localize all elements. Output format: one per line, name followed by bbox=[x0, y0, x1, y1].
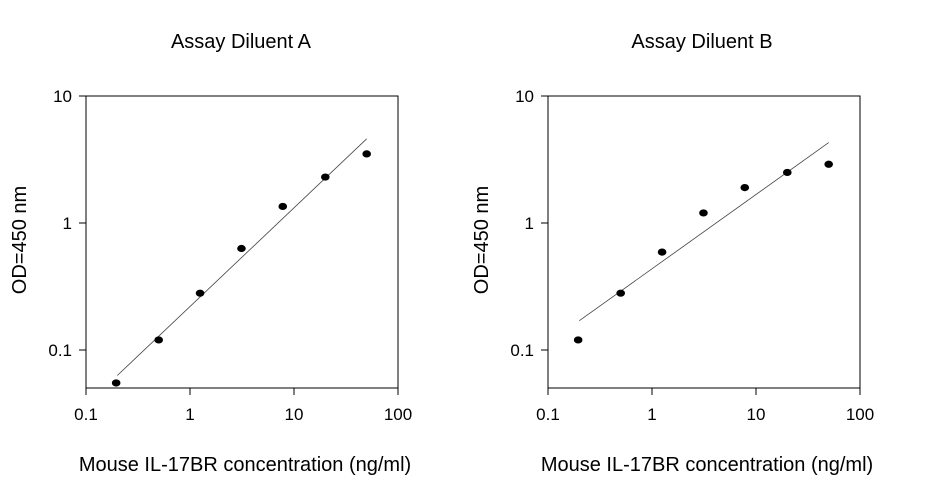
x-axis-label: Mouse IL-17BR concentration (ng/ml) bbox=[79, 454, 411, 476]
x-tick-label: 10 bbox=[285, 405, 304, 424]
y-axis-label: OD=450 nm bbox=[9, 186, 31, 294]
chart-title: Assay Diluent B bbox=[631, 31, 772, 53]
y-tick-label: 0.1 bbox=[510, 341, 534, 360]
plot-area: 0.1 1 10 100 0.1 1 10 bbox=[510, 87, 874, 424]
data-point bbox=[237, 244, 246, 253]
y-axis-label: OD=450 nm bbox=[471, 186, 493, 294]
x-tick-label: 0.1 bbox=[74, 405, 98, 424]
data-point bbox=[362, 150, 371, 158]
chart-title: Assay Diluent A bbox=[171, 31, 312, 53]
data-point bbox=[321, 173, 330, 181]
plot-frame bbox=[85, 95, 399, 389]
data-point bbox=[278, 202, 288, 211]
x-axis-label: Mouse IL-17BR concentration (ng/ml) bbox=[541, 454, 873, 476]
x-tick-label: 1 bbox=[647, 405, 656, 424]
x-tick-label: 0.1 bbox=[536, 405, 560, 424]
x-tick-label: 100 bbox=[846, 405, 874, 424]
y-tick-label: 10 bbox=[515, 87, 534, 106]
plot-area: 0.1 1 10 100 0.1 1 10 bbox=[48, 87, 412, 424]
data-point bbox=[616, 289, 625, 297]
y-tick-label: 1 bbox=[525, 214, 534, 233]
y-tick-label: 1 bbox=[63, 214, 72, 233]
y-tick-label: 10 bbox=[53, 87, 72, 106]
x-tick-label: 1 bbox=[185, 405, 194, 424]
data-point bbox=[657, 248, 667, 256]
data-point bbox=[824, 160, 833, 168]
x-tick-label: 10 bbox=[747, 405, 766, 424]
y-tick-label: 0.1 bbox=[48, 341, 72, 360]
data-point bbox=[740, 183, 750, 192]
panel-b: Assay Diluent B OD=450 nm Mouse IL-17BR … bbox=[471, 31, 874, 476]
panel-a: Assay Diluent A OD=450 nm Mouse IL-17BR … bbox=[9, 31, 412, 476]
data-point bbox=[783, 168, 792, 177]
data-point bbox=[111, 379, 121, 387]
data-point bbox=[573, 336, 583, 344]
data-point bbox=[154, 336, 163, 344]
data-point bbox=[195, 289, 205, 297]
plot-frame bbox=[547, 95, 861, 389]
data-point bbox=[699, 209, 708, 217]
x-tick-label: 100 bbox=[384, 405, 412, 424]
